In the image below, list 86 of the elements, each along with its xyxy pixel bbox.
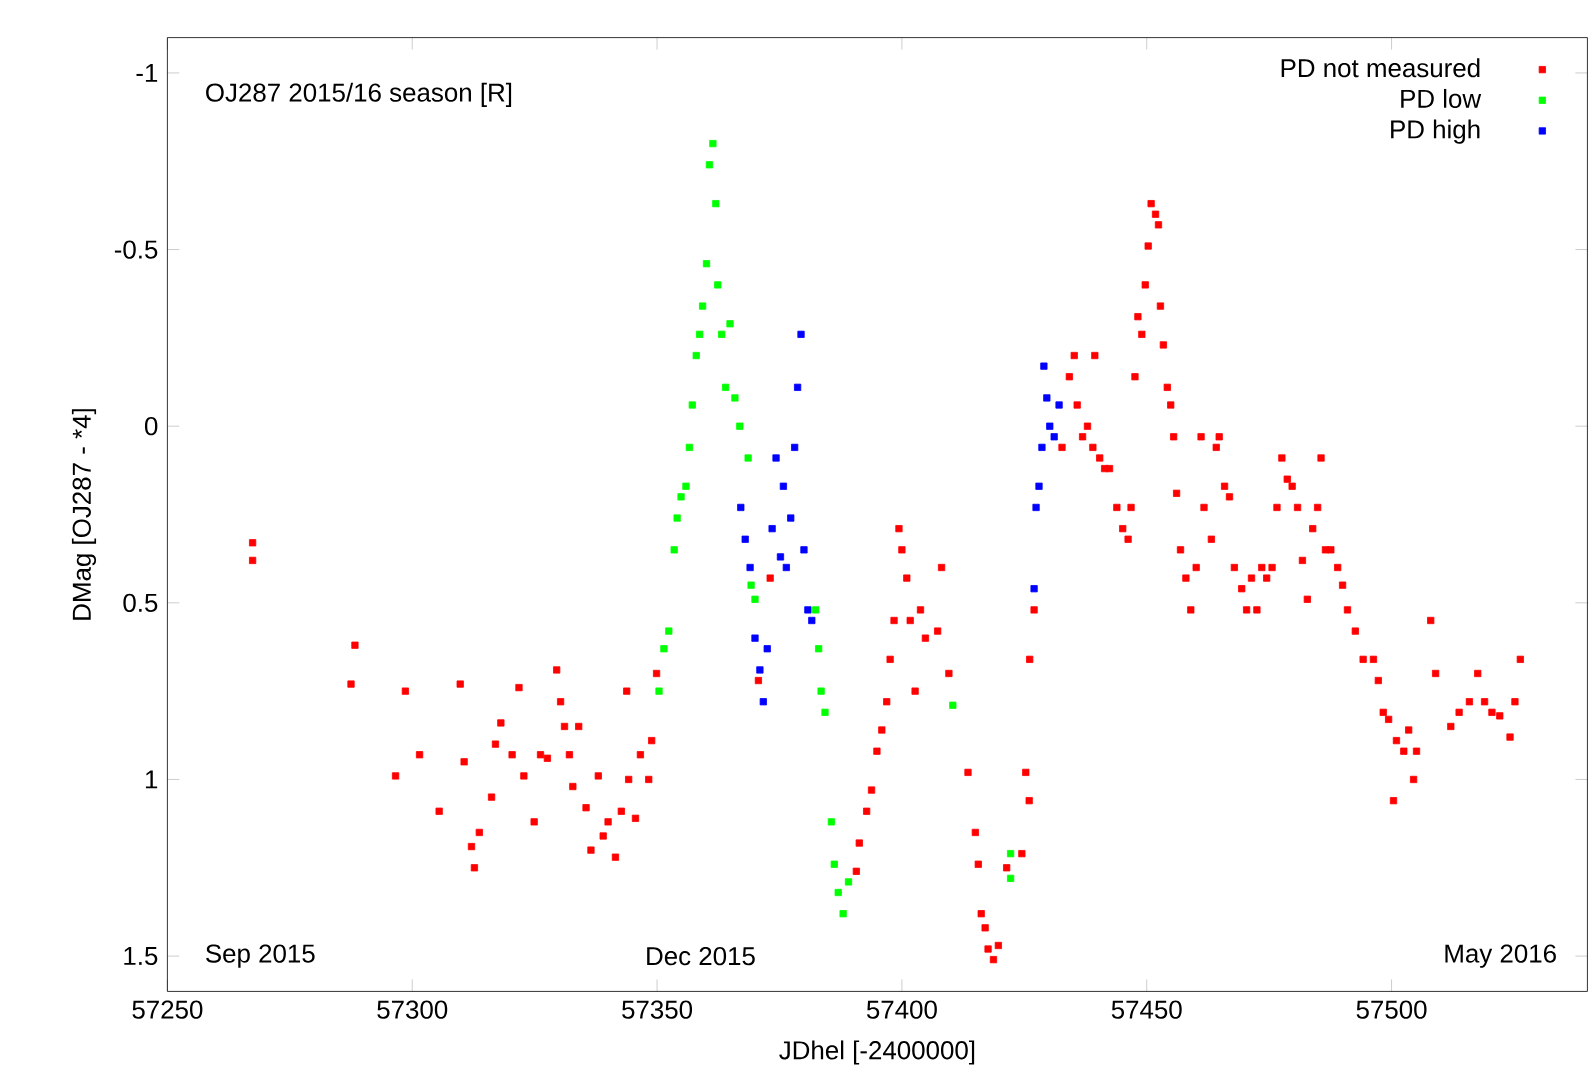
x-tick-label: 57500 xyxy=(1356,1000,1427,1019)
point xyxy=(779,482,787,490)
point xyxy=(830,860,838,868)
point xyxy=(744,454,752,462)
point xyxy=(655,687,663,695)
point xyxy=(692,351,700,360)
text: OJ287 2015/16 season [R] xyxy=(206,82,512,107)
point xyxy=(776,553,785,561)
point xyxy=(844,878,853,886)
y-tick-label: -0.5 xyxy=(114,240,158,259)
point xyxy=(834,888,842,897)
x-axis-title: JDhel [-2400000] xyxy=(779,1040,975,1065)
point xyxy=(677,493,685,501)
point xyxy=(1030,585,1038,593)
point xyxy=(815,645,823,653)
point xyxy=(1043,394,1051,402)
point xyxy=(1055,401,1063,409)
point xyxy=(772,454,780,462)
point xyxy=(1050,433,1058,441)
point xyxy=(737,503,745,512)
point xyxy=(731,394,739,402)
point xyxy=(787,514,795,522)
point xyxy=(670,546,678,554)
point xyxy=(817,687,825,695)
point xyxy=(751,634,759,642)
point xyxy=(763,645,771,653)
point xyxy=(718,330,726,338)
point xyxy=(699,302,707,310)
point xyxy=(1046,422,1054,430)
point xyxy=(726,320,734,328)
point xyxy=(793,383,802,391)
point xyxy=(702,260,711,268)
point xyxy=(751,595,759,603)
point xyxy=(759,698,767,706)
point xyxy=(660,645,668,653)
annotation: May 2016 xyxy=(1445,944,1556,968)
y-tick-label: 0.5 xyxy=(123,593,158,612)
point xyxy=(1040,362,1048,370)
legend-label: PD high xyxy=(1391,119,1480,144)
point xyxy=(685,443,693,451)
point xyxy=(665,627,673,635)
x-tick-label: 57400 xyxy=(866,1000,937,1019)
point xyxy=(722,383,730,391)
y-tick-label: 1.5 xyxy=(124,947,158,966)
point xyxy=(741,535,749,543)
point xyxy=(747,581,755,589)
point xyxy=(800,546,808,554)
point xyxy=(709,139,717,148)
point xyxy=(682,482,690,490)
point xyxy=(797,330,805,338)
x-tick-label: 57250 xyxy=(132,1000,203,1019)
point xyxy=(1032,503,1040,512)
point xyxy=(949,701,957,709)
point xyxy=(1006,850,1015,858)
point xyxy=(808,616,816,625)
legend-label: PD not measured xyxy=(1281,58,1480,78)
point xyxy=(736,422,744,430)
point xyxy=(756,666,764,674)
point xyxy=(804,606,812,614)
point xyxy=(1035,482,1043,490)
point xyxy=(827,818,835,826)
point xyxy=(782,563,790,572)
x-tick-label: 57350 xyxy=(622,1000,693,1019)
annotation: Sep 2015 xyxy=(206,944,315,968)
y-tick-label: 0 xyxy=(144,417,158,436)
point xyxy=(714,281,722,289)
y-tick-label: 1 xyxy=(145,770,158,789)
point xyxy=(696,330,704,338)
annotation: Dec 2015 xyxy=(647,946,755,966)
legend-label: PD low xyxy=(1401,88,1482,108)
x-tick-label: 57450 xyxy=(1111,1000,1182,1019)
point xyxy=(821,708,829,716)
x-tick-label: 57300 xyxy=(377,1000,448,1019)
point xyxy=(791,443,799,451)
point xyxy=(705,161,714,169)
point xyxy=(688,401,696,409)
point xyxy=(673,514,681,522)
y-tick-label: -1 xyxy=(136,64,158,82)
point xyxy=(1038,443,1046,451)
point xyxy=(839,910,847,918)
y-axis-title: DMag [OJ287 - *4] xyxy=(71,409,97,620)
point xyxy=(1006,874,1015,882)
point xyxy=(768,525,776,533)
point xyxy=(812,606,820,614)
point xyxy=(712,200,720,208)
point xyxy=(746,563,754,572)
